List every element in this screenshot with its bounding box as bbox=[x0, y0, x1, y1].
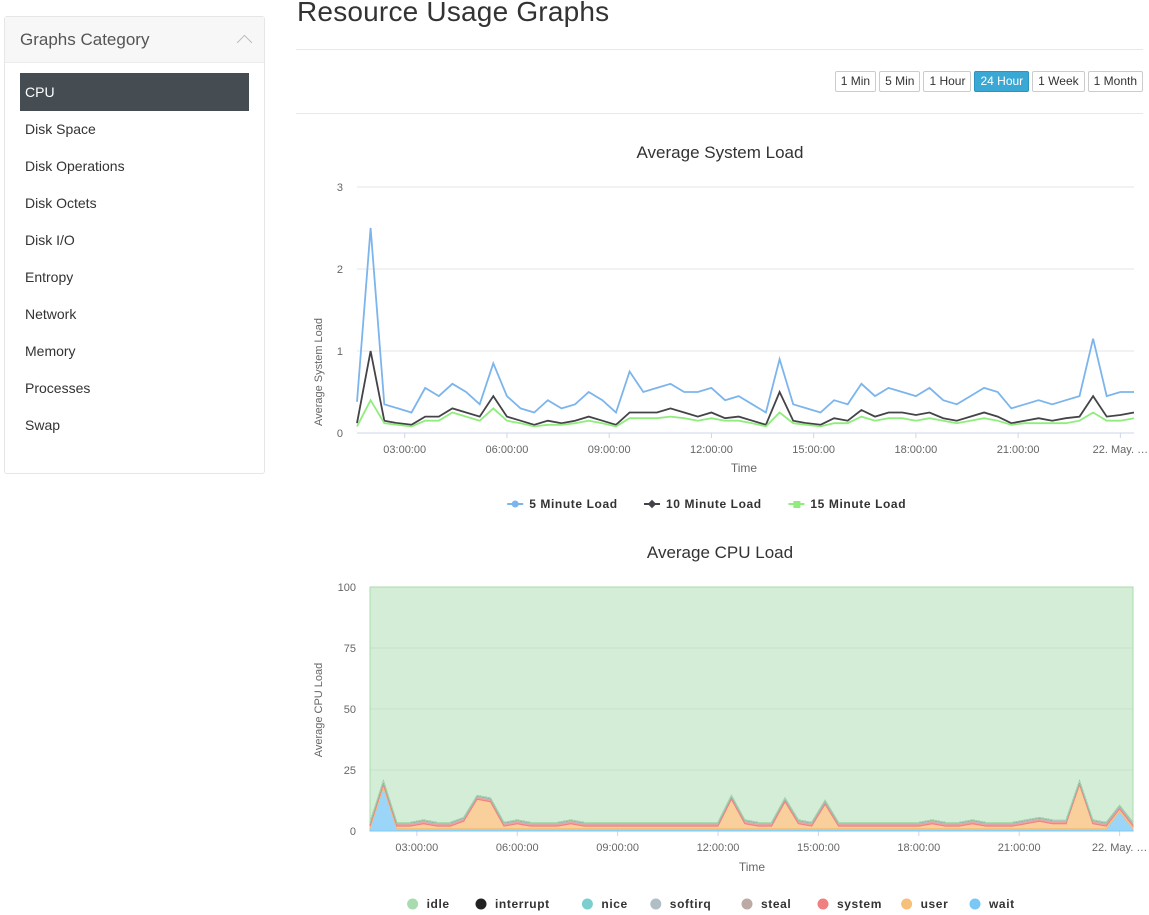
x-axis-label: Time bbox=[731, 461, 758, 475]
legend-item-10-minute-load[interactable]: 10 Minute Load bbox=[644, 497, 762, 511]
legend-marker-icon bbox=[817, 898, 829, 910]
x-tick-label: 12:00:00 bbox=[690, 444, 733, 456]
x-tick-label: 09:00:00 bbox=[596, 842, 639, 854]
series-line-5-minute-load[interactable] bbox=[356, 227, 1134, 415]
legend-marker-icon bbox=[969, 898, 981, 910]
x-tick-label: 06:00:00 bbox=[486, 444, 529, 456]
chart-legend: 5 Minute Load 10 Minute Load 15 Minute Loa… bbox=[507, 497, 906, 511]
x-tick-label: 18:00:00 bbox=[894, 444, 937, 456]
legend-marker-icon bbox=[647, 499, 657, 509]
graphs-category-header[interactable]: Graphs Category bbox=[5, 17, 264, 63]
y-tick-label: 1 bbox=[337, 346, 343, 358]
chevron-up-icon[interactable] bbox=[236, 34, 253, 51]
legend-marker-icon bbox=[511, 500, 519, 508]
x-tick-label: 15:00:00 bbox=[792, 444, 835, 456]
legend-item-system[interactable]: system bbox=[817, 897, 882, 911]
x-tick-label: 03:00:00 bbox=[395, 842, 438, 854]
y-tick-label: 75 bbox=[344, 643, 356, 655]
legend-label: wait bbox=[988, 897, 1015, 911]
chart-title: Average CPU Load bbox=[647, 543, 793, 562]
y-tick-label: 0 bbox=[350, 826, 356, 838]
legend-item-softirq[interactable]: softirq bbox=[650, 897, 711, 911]
y-tick-label: 100 bbox=[338, 582, 356, 594]
divider bbox=[296, 113, 1143, 114]
legend-label: steal bbox=[761, 897, 791, 911]
legend-item-steal[interactable]: steal bbox=[741, 897, 792, 911]
legend-label: idle bbox=[427, 897, 450, 911]
range-button-24-hour[interactable]: 24 Hour bbox=[974, 71, 1030, 92]
legend-marker-icon bbox=[581, 898, 593, 910]
legend-marker-icon bbox=[793, 501, 801, 508]
average-system-load-chart: Average System Load 0 1 2 3 03:00:00 06:00:0… bbox=[313, 143, 1148, 511]
legend-marker-icon bbox=[407, 898, 419, 910]
y-tick-label: 50 bbox=[344, 704, 356, 716]
range-button-1-week[interactable]: 1 Week bbox=[1032, 71, 1085, 92]
range-button-1-month[interactable]: 1 Month bbox=[1087, 71, 1143, 92]
sidebar-item-disk-i-o[interactable]: Disk I/O bbox=[25, 232, 75, 248]
sidebar-item-disk-operations[interactable]: Disk Operations bbox=[25, 158, 125, 174]
legend-item-user[interactable]: user bbox=[901, 897, 948, 911]
x-tick-label: 22. May. … bbox=[1093, 444, 1148, 456]
range-button-1-hour[interactable]: 1 Hour bbox=[923, 71, 972, 92]
sidebar-item-disk-space[interactable]: Disk Space bbox=[25, 121, 96, 137]
sidebar-item-entropy[interactable]: Entropy bbox=[25, 269, 74, 285]
graphs-category-title: Graphs Category bbox=[20, 29, 150, 49]
legend-item-nice[interactable]: nice bbox=[581, 897, 628, 911]
range-button-5-min[interactable]: 5 Min bbox=[879, 71, 921, 92]
series-line-15-minute-load[interactable] bbox=[356, 398, 1135, 428]
chart-title: Average System Load bbox=[637, 143, 804, 162]
average-cpu-load-chart: Average CPU Load 0 25 50 75 100 03:00:00 06:0… bbox=[313, 543, 1147, 911]
legend-marker-icon bbox=[475, 898, 487, 910]
range-button-1-min[interactable]: 1 Min bbox=[834, 71, 877, 92]
legend-label: softirq bbox=[670, 897, 712, 911]
sidebar-item-network[interactable]: Network bbox=[25, 306, 77, 322]
legend-marker-icon bbox=[741, 898, 753, 910]
legend-label: system bbox=[837, 897, 882, 911]
legend-item-interrupt[interactable]: interrupt bbox=[475, 897, 550, 911]
x-tick-label: 03:00:00 bbox=[383, 444, 426, 456]
legend-item-wait[interactable]: wait bbox=[969, 897, 1015, 911]
sidebar-item-processes[interactable]: Processes bbox=[25, 380, 91, 396]
legend-item-5-minute-load[interactable]: 5 Minute Load bbox=[507, 497, 617, 511]
x-tick-label: 06:00:00 bbox=[496, 842, 539, 854]
legend-label: 5 Minute Load bbox=[529, 497, 617, 511]
x-tick-label: 09:00:00 bbox=[588, 444, 631, 456]
graphs-category-panel: Graphs Category CPU Disk Space Disk Operat… bbox=[4, 16, 265, 474]
x-tick-label: 18:00:00 bbox=[897, 842, 940, 854]
sidebar-item-memory[interactable]: Memory bbox=[25, 343, 76, 359]
sidebar-item-swap[interactable]: Swap bbox=[25, 417, 61, 433]
series-area-idle[interactable] bbox=[369, 586, 1134, 824]
legend-label: nice bbox=[601, 897, 627, 911]
graphs-category-list: CPU Disk Space Disk Operations Disk Octets D… bbox=[5, 73, 264, 444]
y-tick-label: 2 bbox=[337, 264, 343, 276]
x-tick-label: 21:00:00 bbox=[998, 842, 1041, 854]
legend-label: 10 Minute Load bbox=[666, 497, 762, 511]
time-range-buttons: 1 Min 5 Min 1 Hour 24 Hour 1 Week 1 Month bbox=[834, 71, 1143, 92]
y-axis-label: Average System Load bbox=[313, 318, 325, 426]
x-tick-label: 15:00:00 bbox=[797, 842, 840, 854]
y-tick-label: 0 bbox=[337, 428, 343, 440]
legend-marker-icon bbox=[901, 898, 913, 910]
sidebar-item-disk-octets[interactable]: Disk Octets bbox=[25, 195, 97, 211]
y-axis-label: Average CPU Load bbox=[313, 663, 325, 758]
legend-label: interrupt bbox=[495, 897, 550, 911]
legend-marker-icon bbox=[650, 898, 662, 910]
x-tick-label: 21:00:00 bbox=[997, 444, 1040, 456]
legend-label: 15 Minute Load bbox=[810, 497, 906, 511]
divider bbox=[296, 49, 1143, 50]
y-tick-label: 3 bbox=[337, 182, 343, 194]
x-tick-label: 12:00:00 bbox=[697, 842, 740, 854]
y-tick-label: 25 bbox=[344, 765, 356, 777]
x-tick-label: 22. May. … bbox=[1092, 842, 1147, 854]
series-line-10-minute-load[interactable] bbox=[356, 350, 1135, 426]
legend-item-idle[interactable]: idle bbox=[407, 897, 450, 911]
x-axis-label: Time bbox=[739, 860, 766, 874]
sidebar-item-cpu[interactable]: CPU bbox=[20, 73, 249, 111]
legend-label: user bbox=[921, 897, 949, 911]
chart-legend: idle interrupt nice softirq steal system user w… bbox=[407, 897, 1015, 911]
page-title: Resource Usage Graphs bbox=[297, 0, 610, 27]
legend-item-15-minute-load[interactable]: 15 Minute Load bbox=[788, 497, 906, 511]
